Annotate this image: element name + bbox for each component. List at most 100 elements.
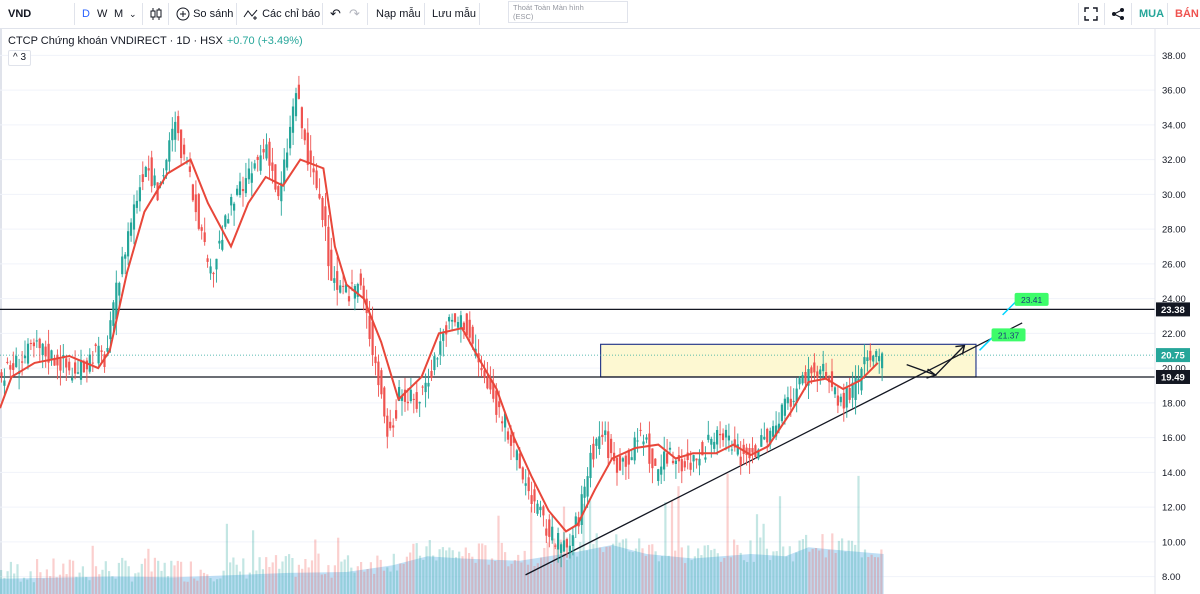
candle-body bbox=[409, 389, 412, 402]
candle-body bbox=[244, 178, 247, 194]
toolbar-divider bbox=[367, 3, 368, 25]
volume-bar bbox=[238, 571, 242, 594]
moving-average-line[interactable] bbox=[0, 158, 879, 533]
candle-body bbox=[191, 184, 194, 201]
volume-bar bbox=[399, 563, 402, 594]
volume-bar bbox=[510, 563, 513, 594]
candle-body bbox=[663, 451, 666, 470]
volume-bar bbox=[22, 577, 26, 594]
arrow-head-icon bbox=[955, 344, 966, 355]
candle-body bbox=[580, 494, 583, 525]
candle-body bbox=[41, 343, 44, 356]
volume-bar bbox=[880, 549, 883, 594]
volume-bar bbox=[605, 546, 608, 594]
share-icon[interactable] bbox=[1111, 0, 1125, 28]
candle-body bbox=[465, 313, 468, 336]
price-axis-tick: 24.00 bbox=[1162, 294, 1186, 305]
redo-icon[interactable]: ↷ bbox=[349, 6, 360, 21]
candlestick-icon[interactable] bbox=[149, 0, 163, 28]
candle-body bbox=[780, 404, 783, 422]
candle-body bbox=[645, 437, 648, 440]
candle-body bbox=[509, 434, 513, 446]
volume-bar bbox=[569, 551, 572, 594]
candle-body bbox=[730, 449, 733, 451]
volume-bar bbox=[98, 574, 101, 594]
volume-bar bbox=[543, 548, 546, 594]
volume-bar bbox=[680, 547, 683, 594]
volume-bar bbox=[445, 550, 448, 594]
candle-body bbox=[32, 342, 35, 347]
candle-body bbox=[371, 321, 374, 356]
volume-bar bbox=[530, 506, 533, 594]
interval-day-button[interactable]: D bbox=[82, 8, 90, 20]
candle-body bbox=[680, 459, 683, 472]
volume-bar bbox=[821, 534, 824, 594]
price-chart[interactable]: 23.4121.3738.0036.0034.0032.0030.0028.00… bbox=[0, 28, 1200, 594]
fullscreen-hint-shortcut: (ESC) bbox=[513, 12, 534, 21]
save-template-button[interactable]: Lưu mẫu bbox=[432, 8, 477, 20]
volume-bar bbox=[641, 548, 644, 594]
volume-bar bbox=[32, 582, 35, 594]
candle-body bbox=[65, 358, 68, 368]
volume-bar bbox=[435, 560, 438, 594]
price-axis-tick: 18.00 bbox=[1162, 398, 1186, 409]
target-label-box[interactable] bbox=[991, 328, 1026, 342]
candle-body bbox=[132, 204, 136, 230]
candle-body bbox=[468, 319, 471, 338]
candle-body bbox=[412, 398, 415, 400]
candle-body bbox=[238, 181, 242, 195]
support-resistance-zone[interactable] bbox=[599, 343, 977, 378]
candle-body bbox=[627, 449, 630, 465]
interval-week-button[interactable]: W bbox=[97, 8, 108, 20]
fullscreen-icon[interactable] bbox=[1084, 0, 1098, 28]
volume-bar bbox=[625, 538, 628, 594]
candle-body bbox=[253, 163, 256, 169]
load-template-button[interactable]: Nạp mẫu bbox=[376, 8, 421, 20]
volume-bar bbox=[140, 563, 143, 594]
candle-body bbox=[9, 365, 12, 370]
candle-body bbox=[848, 388, 851, 400]
candle-body bbox=[383, 387, 386, 417]
toolbar-divider bbox=[1078, 3, 1079, 25]
volume-bar bbox=[173, 565, 176, 594]
volume-bar bbox=[26, 579, 29, 594]
volume-bar bbox=[644, 555, 647, 594]
left-panel-edge bbox=[0, 28, 2, 594]
candle-body bbox=[424, 382, 427, 393]
toolbar-divider bbox=[168, 3, 169, 25]
legend-collapse-button[interactable]: ^ 3 bbox=[8, 50, 32, 66]
undo-icon[interactable]: ↶ bbox=[330, 6, 341, 21]
volume-bar bbox=[366, 569, 369, 594]
candle-body bbox=[200, 227, 203, 231]
volume-bar bbox=[481, 543, 484, 594]
volume-bar bbox=[232, 557, 235, 594]
volume-bar bbox=[278, 568, 281, 594]
toolbar-divider bbox=[322, 3, 323, 25]
volume-bar bbox=[448, 547, 451, 594]
candle-body bbox=[91, 362, 94, 364]
compare-button[interactable]: So sánh bbox=[176, 0, 233, 28]
chevron-down-icon[interactable]: ⌄ bbox=[129, 9, 137, 19]
volume-bar bbox=[379, 559, 382, 594]
toolbar-divider bbox=[1104, 3, 1105, 25]
candle-body bbox=[471, 326, 474, 344]
volume-bar bbox=[746, 562, 749, 594]
symbol-search-button[interactable]: VND bbox=[8, 8, 32, 20]
trendline[interactable] bbox=[525, 322, 1023, 576]
candle-body bbox=[445, 325, 448, 335]
indicators-button[interactable]: Các chỉ báo bbox=[243, 0, 320, 28]
volume-bar bbox=[592, 544, 595, 594]
candle-body bbox=[100, 350, 103, 352]
volume-bar bbox=[85, 576, 88, 594]
candle-body bbox=[250, 173, 253, 183]
volume-bar bbox=[441, 547, 444, 594]
target-label-box[interactable] bbox=[1014, 292, 1049, 306]
candle-body bbox=[533, 489, 536, 502]
sell-button[interactable]: BÁN bbox=[1175, 8, 1199, 20]
candle-body bbox=[439, 341, 442, 355]
candle-body bbox=[339, 285, 342, 293]
interval-month-button[interactable]: M bbox=[114, 8, 124, 20]
buy-button[interactable]: MUA bbox=[1139, 8, 1165, 20]
volume-bar bbox=[788, 546, 791, 594]
candle-body bbox=[453, 313, 457, 323]
